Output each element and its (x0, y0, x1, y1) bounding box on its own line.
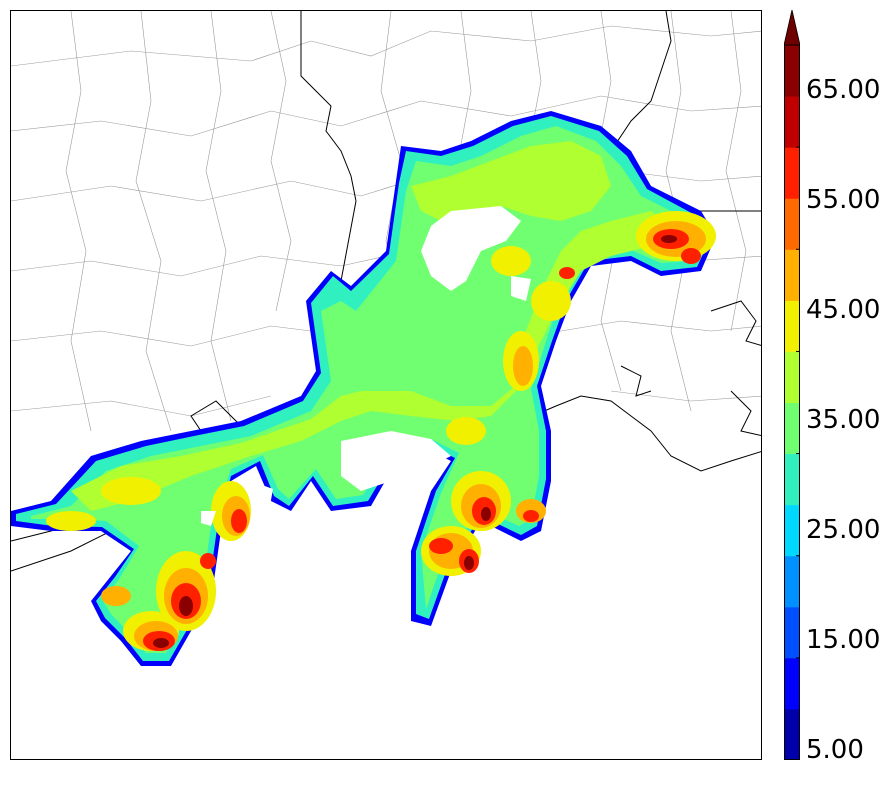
colorbar-segment (784, 708, 800, 760)
colorbar-segment (784, 555, 800, 608)
map-panel (10, 10, 762, 760)
colorbar-segment (784, 657, 800, 710)
colorbar-tick-label: 15.00 (806, 625, 881, 655)
reflectivity-field (11, 111, 716, 666)
colorbar (784, 10, 800, 760)
colorbar-tick-label: 55.00 (806, 185, 881, 215)
echo-40 (31, 126, 703, 653)
colorbar-segment (784, 198, 800, 250)
colorbar-segment (784, 504, 800, 557)
echo-gaps (201, 206, 531, 526)
colorbar-extend-arrow (784, 10, 800, 46)
colorbar-tick-label: 35.00 (806, 405, 881, 435)
colorbar-segment (784, 147, 800, 199)
colorbar-segment (784, 300, 800, 352)
colorbar-segment (784, 453, 800, 506)
echo-45b (411, 141, 611, 221)
colorbar-tick-label: 45.00 (806, 295, 881, 325)
colorbar-tick-label: 25.00 (806, 515, 881, 545)
colorbar-tick-label: 5.00 (806, 735, 864, 765)
colorbar-segment (784, 606, 800, 659)
colorbar-outline (784, 44, 800, 760)
colorbar-segment (784, 96, 800, 148)
echo-65 (153, 235, 677, 648)
map-canvas (11, 11, 761, 666)
colorbar-segment (784, 402, 800, 455)
colorbar-segment (784, 45, 800, 97)
colorbar-segment (784, 249, 800, 301)
colorbar-tick-label: 65.00 (806, 75, 881, 105)
colorbar-segment (784, 351, 800, 403)
